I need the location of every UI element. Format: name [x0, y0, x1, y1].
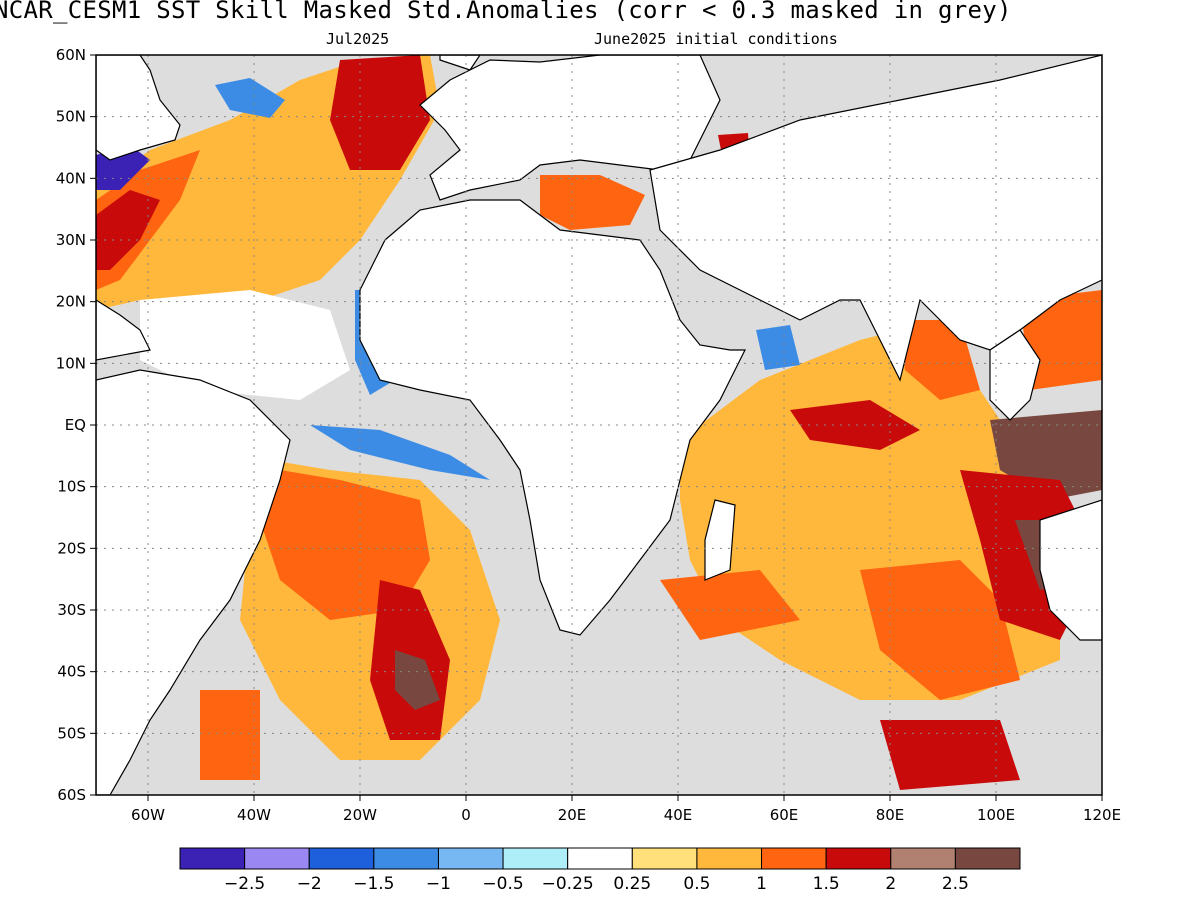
map-title: NCAR_CESM1 SST Skill Masked Std.Anomalie…	[0, 0, 1012, 24]
colorbar-swatch	[890, 847, 956, 870]
lon-tick-label: 120E	[1083, 806, 1121, 824]
land-africa	[359, 199, 746, 636]
anomaly-region-south-atlantic-extreme	[395, 650, 440, 710]
lat-tick-label: 60S	[57, 786, 86, 804]
lat-tick-label: 10S	[57, 478, 86, 496]
land-southeast-asia	[989, 329, 1041, 421]
lat-tick-label: 20N	[56, 293, 86, 311]
colorbar-swatch	[437, 847, 504, 870]
lat-tick-label: 40S	[57, 663, 86, 681]
land-europe	[419, 55, 721, 201]
anomaly-region-indian-ocean-strong	[860, 560, 1020, 700]
colorbar-label: −2	[297, 874, 322, 894]
lat-tick-label: 60N	[56, 46, 86, 64]
lat-tick-label: 20S	[57, 539, 86, 557]
colorbar-label: 2	[885, 874, 896, 894]
land-madagascar	[704, 499, 736, 581]
valid-month-label: Jul2025	[326, 30, 390, 48]
colorbar-label: −1.5	[353, 874, 394, 894]
lon-tick-label: 100E	[977, 806, 1015, 824]
lat-tick-label: 40N	[56, 169, 86, 187]
colorbar-swatch	[696, 847, 763, 870]
lon-tick-label: 20W	[343, 806, 377, 824]
colorbar-swatch	[631, 847, 698, 870]
lat-tick-label: 50N	[56, 108, 86, 126]
lat-tick-label: 30N	[56, 231, 86, 249]
anomaly-region-north-atlantic-core	[96, 190, 160, 270]
colorbar-label: 0.5	[683, 874, 710, 894]
lat-tick-label: 30S	[57, 601, 86, 619]
lon-tick-label: 0	[461, 806, 471, 824]
colorbar-label: −2.5	[224, 874, 265, 894]
colorbar-label: 1.5	[813, 874, 840, 894]
longitude-axis: 60W 40W 20W 0 20E 40E 60E 80E 100E 120E	[131, 795, 1121, 824]
colorbar-swatch	[179, 847, 246, 870]
anomaly-region-indian-ocean-core	[790, 400, 920, 450]
lon-tick-label: 80E	[876, 806, 905, 824]
lat-tick-label: 10N	[56, 354, 86, 372]
anomaly-region-arabian-sea-cool	[756, 325, 800, 370]
colorbar-swatch	[567, 847, 633, 870]
land-australia	[1039, 499, 1102, 641]
anomaly-region-tropical-atlantic-white	[140, 290, 350, 400]
lon-tick-label: 40E	[664, 806, 693, 824]
land-arabia-asia	[649, 55, 1102, 382]
colorbar-swatch	[244, 847, 310, 870]
colorbar-swatch	[761, 847, 827, 870]
grid-lines	[96, 55, 1102, 795]
colorbar-label: 0.25	[613, 874, 651, 894]
land-south-america	[96, 369, 291, 795]
lat-tick-label: 50S	[57, 724, 86, 742]
plot-area	[96, 55, 1102, 795]
colorbar-label: −0.25	[542, 874, 594, 894]
anomaly-region-subpolar-red	[330, 55, 430, 170]
lon-tick-label: 40W	[237, 806, 271, 824]
lon-tick-label: 60E	[770, 806, 799, 824]
colorbar-label: −0.5	[482, 874, 523, 894]
anomaly-region-gulf-guinea-cool	[310, 425, 490, 480]
colorbar-swatch	[308, 847, 375, 870]
colorbar-label: 2.5	[942, 874, 969, 894]
land-masses	[96, 55, 1102, 795]
colorbar-label: −1	[426, 874, 451, 894]
lon-tick-label: 20E	[558, 806, 587, 824]
land-central-america-caribbean	[96, 299, 151, 361]
colorbar-label: 1	[756, 874, 767, 894]
colorbar-swatch	[954, 847, 1021, 870]
lat-tick-label: EQ	[65, 416, 86, 434]
colorbar-swatch	[502, 847, 569, 870]
anomaly-region-agulhas	[660, 570, 800, 640]
anomaly-region-southwest-atlantic	[200, 690, 260, 780]
anomaly-region-labrador-cool	[215, 78, 285, 118]
land-north-america	[96, 55, 181, 161]
lon-tick-label: 60W	[131, 806, 165, 824]
colorbar-swatch	[373, 847, 439, 870]
anomaly-region-southern-ocean-east	[880, 720, 1020, 790]
colorbar-swatch	[825, 847, 892, 870]
initial-conditions-label: June2025 initial conditions	[594, 30, 838, 48]
anomaly-fields	[96, 55, 1102, 790]
anomaly-region-mediterranean	[540, 175, 645, 230]
land-greenland-iceland	[439, 55, 481, 71]
latitude-axis: 60N 50N 40N 30N 20N 10N EQ 10S 20S 30S 40S 50S 60S	[56, 46, 96, 804]
colorbar: −2.5 −2 −1.5 −1 −0.5 −0.25 0.25 0.5 1 1.5 2 2.5	[179, 847, 1021, 894]
